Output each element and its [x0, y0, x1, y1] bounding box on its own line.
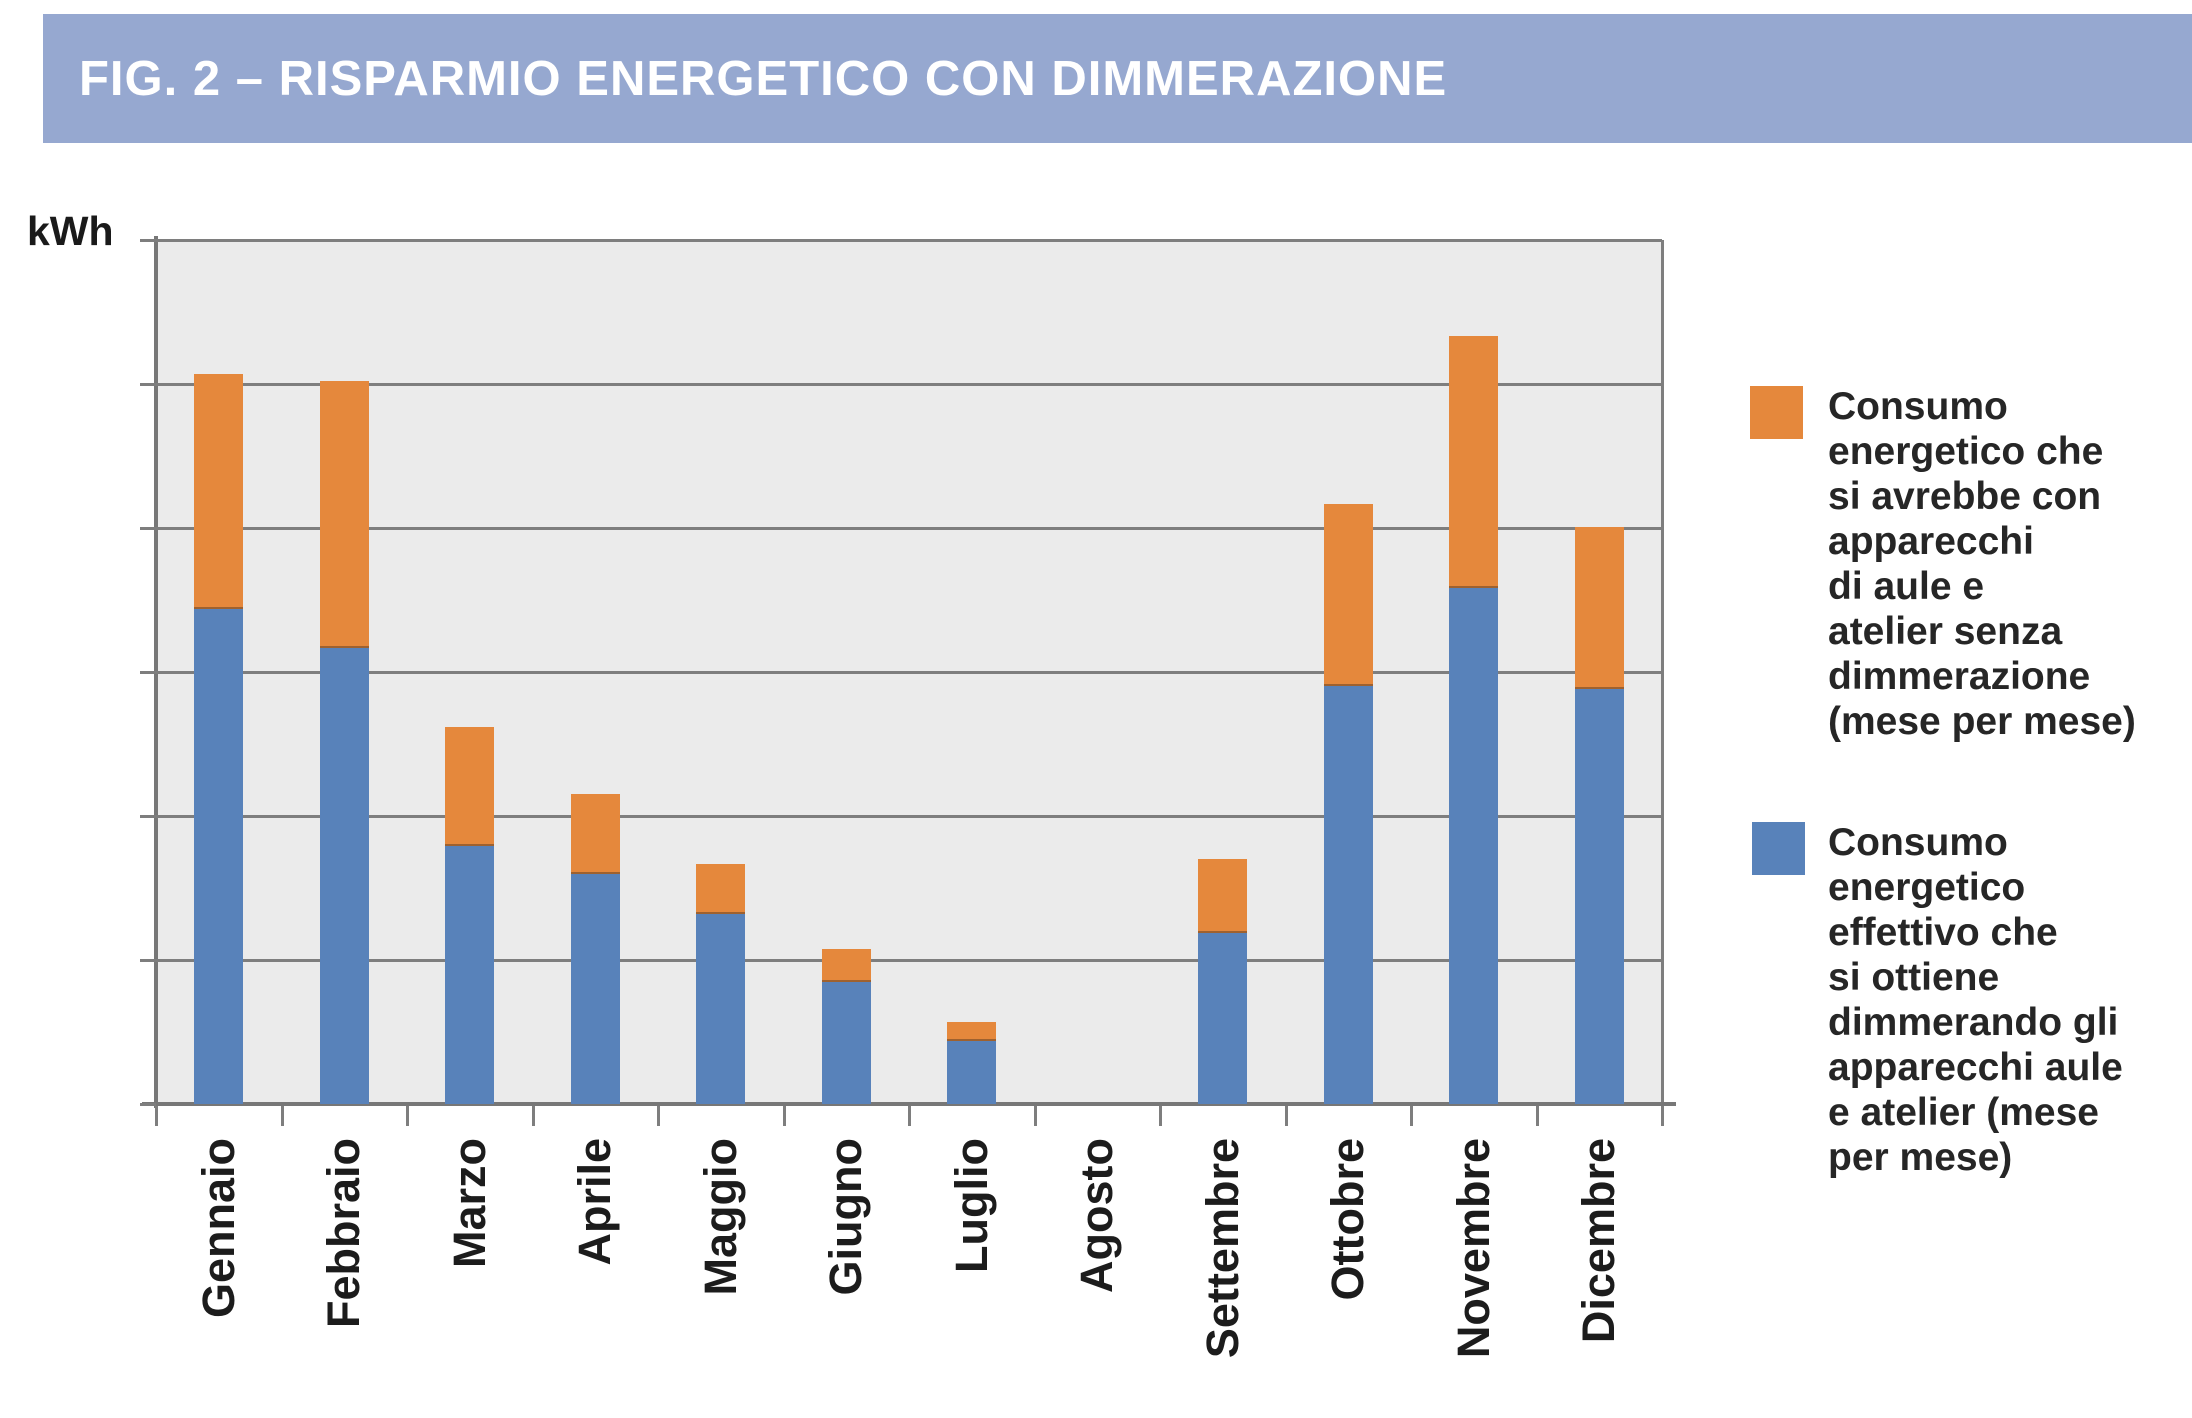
- gridline: [156, 671, 1662, 674]
- x-label-agosto: Agosto: [1071, 1138, 1123, 1293]
- legend-swatch-blue: [1752, 822, 1805, 875]
- bar-blue-dicembre: [1574, 689, 1624, 1104]
- bar-blue-febbraio: [319, 647, 369, 1104]
- y-tick: [140, 815, 156, 818]
- bar-orange-giugno: [821, 948, 871, 982]
- gridline: [156, 815, 1662, 818]
- y-tick: [140, 527, 156, 530]
- bar-orange-maggio: [696, 863, 746, 914]
- x-label-novembre: Novembre: [1447, 1138, 1499, 1359]
- bar-orange-luglio: [947, 1021, 997, 1041]
- plot-right-border: [1661, 240, 1664, 1107]
- bar-blue-novembre: [1449, 588, 1499, 1104]
- x-tick: [280, 1106, 284, 1126]
- x-tick: [782, 1106, 786, 1126]
- x-label-luglio: Luglio: [945, 1138, 997, 1273]
- bar-blue-ottobre: [1323, 686, 1373, 1104]
- y-tick: [140, 671, 156, 674]
- x-tick: [531, 1106, 535, 1126]
- bar-blue-settembre: [1198, 932, 1248, 1104]
- x-label-maggio: Maggio: [694, 1138, 746, 1296]
- x-label-marzo: Marzo: [443, 1138, 495, 1269]
- x-tick: [1535, 1106, 1539, 1126]
- y-tick: [140, 959, 156, 962]
- x-tick: [1033, 1106, 1037, 1126]
- y-tick: [140, 383, 156, 386]
- bar-orange-novembre: [1449, 336, 1499, 589]
- bar-orange-settembre: [1198, 859, 1248, 933]
- x-label-aprile: Aprile: [569, 1138, 621, 1266]
- plot-area: [140, 236, 1676, 1126]
- legend-swatch-orange: [1750, 386, 1803, 439]
- title-banner: FIG. 2 – RISPARMIO ENERGETICO CON DIMMER…: [43, 14, 2192, 143]
- gridline: [156, 383, 1662, 386]
- y-tick: [140, 239, 156, 242]
- x-tick: [406, 1106, 409, 1126]
- x-label-giugno: Giugno: [820, 1138, 872, 1296]
- x-tick: [657, 1106, 660, 1126]
- gridline: [156, 239, 1662, 242]
- x-tick: [908, 1106, 911, 1126]
- bar-blue-giugno: [821, 981, 871, 1104]
- x-label-febbraio: Febbraio: [318, 1138, 370, 1329]
- bar-orange-marzo: [445, 726, 495, 847]
- x-tick: [1410, 1106, 1413, 1126]
- bar-blue-marzo: [445, 846, 495, 1104]
- y-axis-unit-label: kWh: [27, 208, 114, 254]
- bar-orange-febbraio: [319, 381, 369, 648]
- x-tick: [1284, 1106, 1288, 1126]
- bar-blue-luglio: [947, 1040, 997, 1104]
- bar-blue-maggio: [696, 913, 746, 1104]
- bar-orange-aprile: [570, 794, 620, 874]
- bar-blue-aprile: [570, 873, 620, 1104]
- x-tick: [1159, 1106, 1162, 1126]
- x-label-ottobre: Ottobre: [1322, 1138, 1374, 1301]
- x-tick: [1661, 1106, 1664, 1126]
- gridline: [156, 527, 1662, 530]
- figure-title: FIG. 2 – RISPARMIO ENERGETICO CON DIMMER…: [79, 51, 1448, 106]
- x-label-gennaio: Gennaio: [192, 1138, 244, 1319]
- x-label-dicembre: Dicembre: [1573, 1138, 1625, 1344]
- bar-orange-ottobre: [1323, 503, 1373, 687]
- y-tick: [140, 1103, 156, 1106]
- legend-label-con-dimmerazione: Consumo energetico effettivo che si otti…: [1828, 821, 2123, 1179]
- bar-orange-dicembre: [1574, 526, 1624, 690]
- bar-orange-gennaio: [194, 373, 244, 609]
- x-tick: [155, 1106, 158, 1126]
- x-label-settembre: Settembre: [1196, 1138, 1248, 1359]
- legend-label-senza-dimmerazione: Consumo energetico che si avrebbe con ap…: [1828, 385, 2136, 743]
- bar-blue-gennaio: [194, 608, 244, 1104]
- gridline: [156, 959, 1662, 962]
- x-axis-line: [142, 1102, 1676, 1106]
